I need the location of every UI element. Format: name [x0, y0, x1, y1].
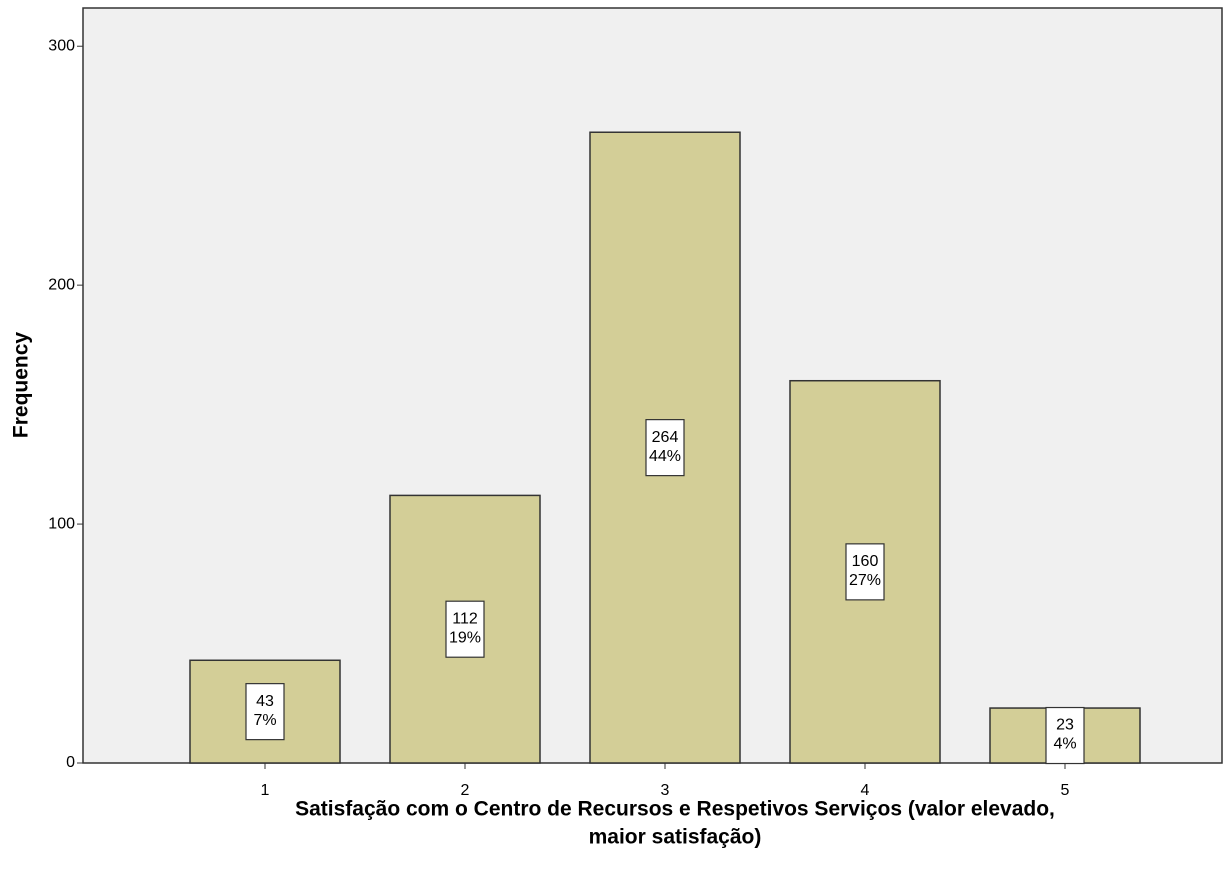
y-tick-label: 0 [66, 754, 75, 771]
data-label: 4% [1053, 736, 1076, 753]
data-label-box [245, 683, 285, 741]
data-label: 44% [649, 448, 681, 465]
y-tick-label: 100 [48, 515, 75, 532]
data-label-box [1045, 706, 1085, 765]
data-label: 23 [1056, 717, 1074, 734]
x-tick-label: 5 [1061, 782, 1070, 799]
y-axis-title: Frequency [10, 332, 33, 439]
data-label: 43 [256, 693, 274, 710]
x-tick-label: 3 [661, 782, 670, 799]
x-tick-label: 4 [861, 782, 870, 799]
data-label: 264 [652, 429, 679, 446]
data-label-box [645, 419, 685, 477]
data-label: 160 [852, 553, 879, 570]
x-axis-title: maior satisfação) [589, 826, 762, 849]
y-tick-label: 300 [48, 37, 75, 54]
x-tick-label: 2 [461, 782, 470, 799]
data-label-box [845, 543, 885, 601]
data-label: 7% [253, 712, 276, 729]
x-axis-title: Satisfação com o Centro de Recursos e Re… [295, 798, 1055, 821]
x-tick-label: 1 [261, 782, 270, 799]
y-tick-label: 200 [48, 276, 75, 293]
data-label: 112 [452, 610, 478, 627]
data-label: 27% [849, 572, 881, 589]
data-label-box [445, 600, 485, 658]
data-label: 19% [449, 629, 481, 646]
